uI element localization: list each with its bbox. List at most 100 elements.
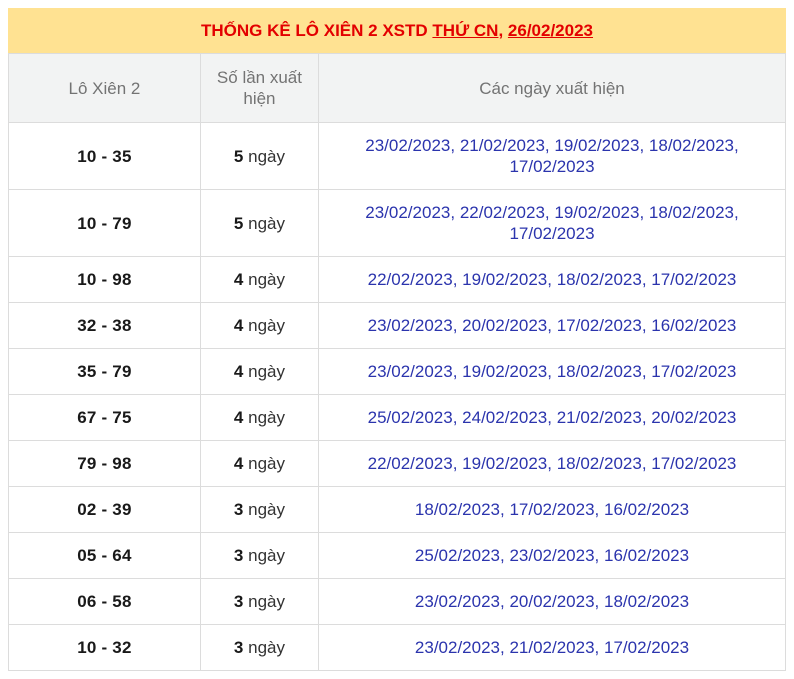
date-link[interactable]: 18/02/2023 — [604, 592, 690, 611]
date-link[interactable]: 21/02/2023 — [509, 638, 595, 657]
date-link[interactable]: 23/02/2023 — [414, 592, 500, 611]
dates-cell: 23/02/2023, 21/02/2023, 19/02/2023, 18/0… — [318, 122, 786, 190]
date-link[interactable]: 18/02/2023 — [556, 362, 642, 381]
table-row: 10 - 32 3 ngày 23/02/2023, 21/02/2023, 17/… — [8, 624, 786, 671]
table-row: 10 - 98 4 ngày 22/02/2023, 19/02/2023, 18/… — [8, 256, 786, 303]
date-link[interactable]: 22/02/2023 — [367, 270, 453, 289]
count-number: 3 — [233, 500, 244, 519]
pair-cell: 10 - 35 — [8, 122, 201, 190]
date-link[interactable]: 19/02/2023 — [462, 270, 548, 289]
date-link[interactable]: 20/02/2023 — [509, 592, 595, 611]
count-cell: 4 ngày — [199, 440, 320, 487]
date-link[interactable]: 25/02/2023 — [414, 546, 500, 565]
date-link[interactable]: 17/02/2023 — [509, 224, 595, 243]
date-link[interactable]: 16/02/2023 — [604, 546, 690, 565]
date-link[interactable]: 19/02/2023 — [554, 136, 640, 155]
pair-cell: 10 - 32 — [8, 624, 201, 671]
count-number: 4 — [233, 408, 244, 427]
count-number: 4 — [233, 270, 244, 289]
date-link[interactable]: 18/02/2023 — [648, 203, 734, 222]
date-link[interactable]: 17/02/2023 — [556, 316, 642, 335]
date-link[interactable]: 19/02/2023 — [554, 203, 640, 222]
date-link[interactable]: 23/02/2023 — [367, 362, 453, 381]
table-row: 67 - 75 4 ngày 25/02/2023, 24/02/2023, 21/… — [8, 394, 786, 441]
date-link[interactable]: 21/02/2023 — [556, 408, 642, 427]
count-number: 4 — [233, 362, 244, 381]
date-link[interactable]: 23/02/2023 — [414, 638, 500, 657]
count-cell: 5 ngày — [199, 122, 320, 190]
date-link[interactable]: 18/02/2023 — [556, 270, 642, 289]
count-number: 4 — [233, 454, 244, 473]
date-link[interactable]: 17/02/2023 — [604, 638, 690, 657]
dates-cell: 23/02/2023, 22/02/2023, 19/02/2023, 18/0… — [318, 189, 786, 257]
col-header-count: Số lần xuất hiện — [199, 53, 320, 123]
date-link[interactable]: 19/02/2023 — [462, 362, 548, 381]
title-date-link[interactable]: 26/02/2023 — [507, 21, 594, 40]
date-link[interactable]: 18/02/2023 — [414, 500, 500, 519]
date-link[interactable]: 23/02/2023 — [509, 546, 595, 565]
count-number: 3 — [233, 638, 244, 657]
date-link[interactable]: 18/02/2023 — [648, 136, 734, 155]
date-link[interactable]: 17/02/2023 — [509, 500, 595, 519]
panel-title: THỐNG KÊ LÔ XIÊN 2 XSTD THỨ CN, 26/02/202… — [8, 8, 786, 53]
header-row: Lô Xiên 2 Số lần xuất hiện Các ngày xuất… — [8, 53, 786, 123]
title-separator: , — [498, 21, 508, 40]
date-link[interactable]: 19/02/2023 — [462, 454, 548, 473]
title-text: THỐNG KÊ LÔ XIÊN 2 XSTD — [200, 21, 428, 40]
table-row: 10 - 35 5 ngày 23/02/2023, 21/02/2023, 19/… — [8, 122, 786, 190]
table-row: 06 - 58 3 ngày 23/02/2023, 20/02/2023, 18/… — [8, 578, 786, 625]
date-link[interactable]: 22/02/2023 — [367, 454, 453, 473]
pair-cell: 05 - 64 — [8, 532, 201, 579]
table-body: 10 - 35 5 ngày 23/02/2023, 21/02/2023, 19/… — [8, 122, 786, 671]
date-link[interactable]: 21/02/2023 — [459, 136, 545, 155]
date-link[interactable]: 17/02/2023 — [651, 362, 737, 381]
statistics-table: Lô Xiên 2 Số lần xuất hiện Các ngày xuất… — [8, 53, 786, 671]
date-link[interactable]: 23/02/2023 — [367, 316, 453, 335]
table-row: 32 - 38 4 ngày 23/02/2023, 20/02/2023, 17/… — [8, 302, 786, 349]
date-link[interactable]: 17/02/2023 — [651, 454, 737, 473]
count-number: 5 — [233, 213, 244, 233]
dates-cell: 23/02/2023, 20/02/2023, 17/02/2023, 16/0… — [318, 302, 786, 349]
table-row: 10 - 79 5 ngày 23/02/2023, 22/02/2023, 19/… — [8, 189, 786, 257]
date-link[interactable]: 16/02/2023 — [651, 316, 737, 335]
table-row: 79 - 98 4 ngày 22/02/2023, 19/02/2023, 18/… — [8, 440, 786, 487]
date-link[interactable]: 17/02/2023 — [509, 157, 595, 176]
count-cell: 3 ngày — [199, 624, 320, 671]
date-link[interactable]: 25/02/2023 — [367, 408, 453, 427]
count-cell: 3 ngày — [199, 532, 320, 579]
col-header-pair: Lô Xiên 2 — [8, 53, 201, 123]
dates-cell: 23/02/2023, 19/02/2023, 18/02/2023, 17/0… — [318, 348, 786, 395]
title-weekday-link[interactable]: THỨ CN — [432, 21, 499, 40]
pair-cell: 10 - 79 — [8, 189, 201, 257]
dates-cell: 18/02/2023, 17/02/2023, 16/02/2023 — [318, 486, 786, 533]
pair-cell: 79 - 98 — [8, 440, 201, 487]
date-link[interactable]: 23/02/2023 — [365, 136, 451, 155]
table-row: 05 - 64 3 ngày 25/02/2023, 23/02/2023, 16/… — [8, 532, 786, 579]
dates-cell: 23/02/2023, 20/02/2023, 18/02/2023 — [318, 578, 786, 625]
count-cell: 3 ngày — [199, 578, 320, 625]
table-row: 35 - 79 4 ngày 23/02/2023, 19/02/2023, 18/… — [8, 348, 786, 395]
table-row: 02 - 39 3 ngày 18/02/2023, 17/02/2023, 16/… — [8, 486, 786, 533]
date-link[interactable]: 17/02/2023 — [651, 270, 737, 289]
count-cell: 4 ngày — [199, 256, 320, 303]
count-number: 5 — [233, 146, 244, 166]
col-header-dates: Các ngày xuất hiện — [318, 53, 786, 123]
date-link[interactable]: 20/02/2023 — [651, 408, 737, 427]
count-cell: 3 ngày — [199, 486, 320, 533]
date-link[interactable]: 18/02/2023 — [556, 454, 642, 473]
count-number: 3 — [233, 546, 244, 565]
dates-cell: 25/02/2023, 24/02/2023, 21/02/2023, 20/0… — [318, 394, 786, 441]
count-cell: 5 ngày — [199, 189, 320, 257]
count-cell: 4 ngày — [199, 348, 320, 395]
pair-cell: 06 - 58 — [8, 578, 201, 625]
date-link[interactable]: 16/02/2023 — [604, 500, 690, 519]
date-link[interactable]: 22/02/2023 — [459, 203, 545, 222]
count-number: 3 — [233, 592, 244, 611]
date-link[interactable]: 23/02/2023 — [365, 203, 451, 222]
pair-cell: 32 - 38 — [8, 302, 201, 349]
dates-cell: 22/02/2023, 19/02/2023, 18/02/2023, 17/0… — [318, 256, 786, 303]
date-link[interactable]: 20/02/2023 — [462, 316, 548, 335]
pair-cell: 35 - 79 — [8, 348, 201, 395]
dates-cell: 23/02/2023, 21/02/2023, 17/02/2023 — [318, 624, 786, 671]
date-link[interactable]: 24/02/2023 — [462, 408, 548, 427]
